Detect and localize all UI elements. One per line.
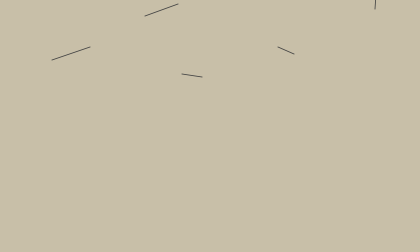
Text: Rising
plume: Rising plume (150, 63, 180, 82)
Text: Upper mantle: Upper mantle (296, 50, 361, 59)
Text: Ridge: Ridge (371, 8, 399, 17)
Text: Volcanic
trail: Volcanic trail (158, 5, 197, 24)
Text: Descending
ocean plate: Descending ocean plate (2, 58, 58, 77)
Text: Mantle: Mantle (318, 98, 358, 111)
